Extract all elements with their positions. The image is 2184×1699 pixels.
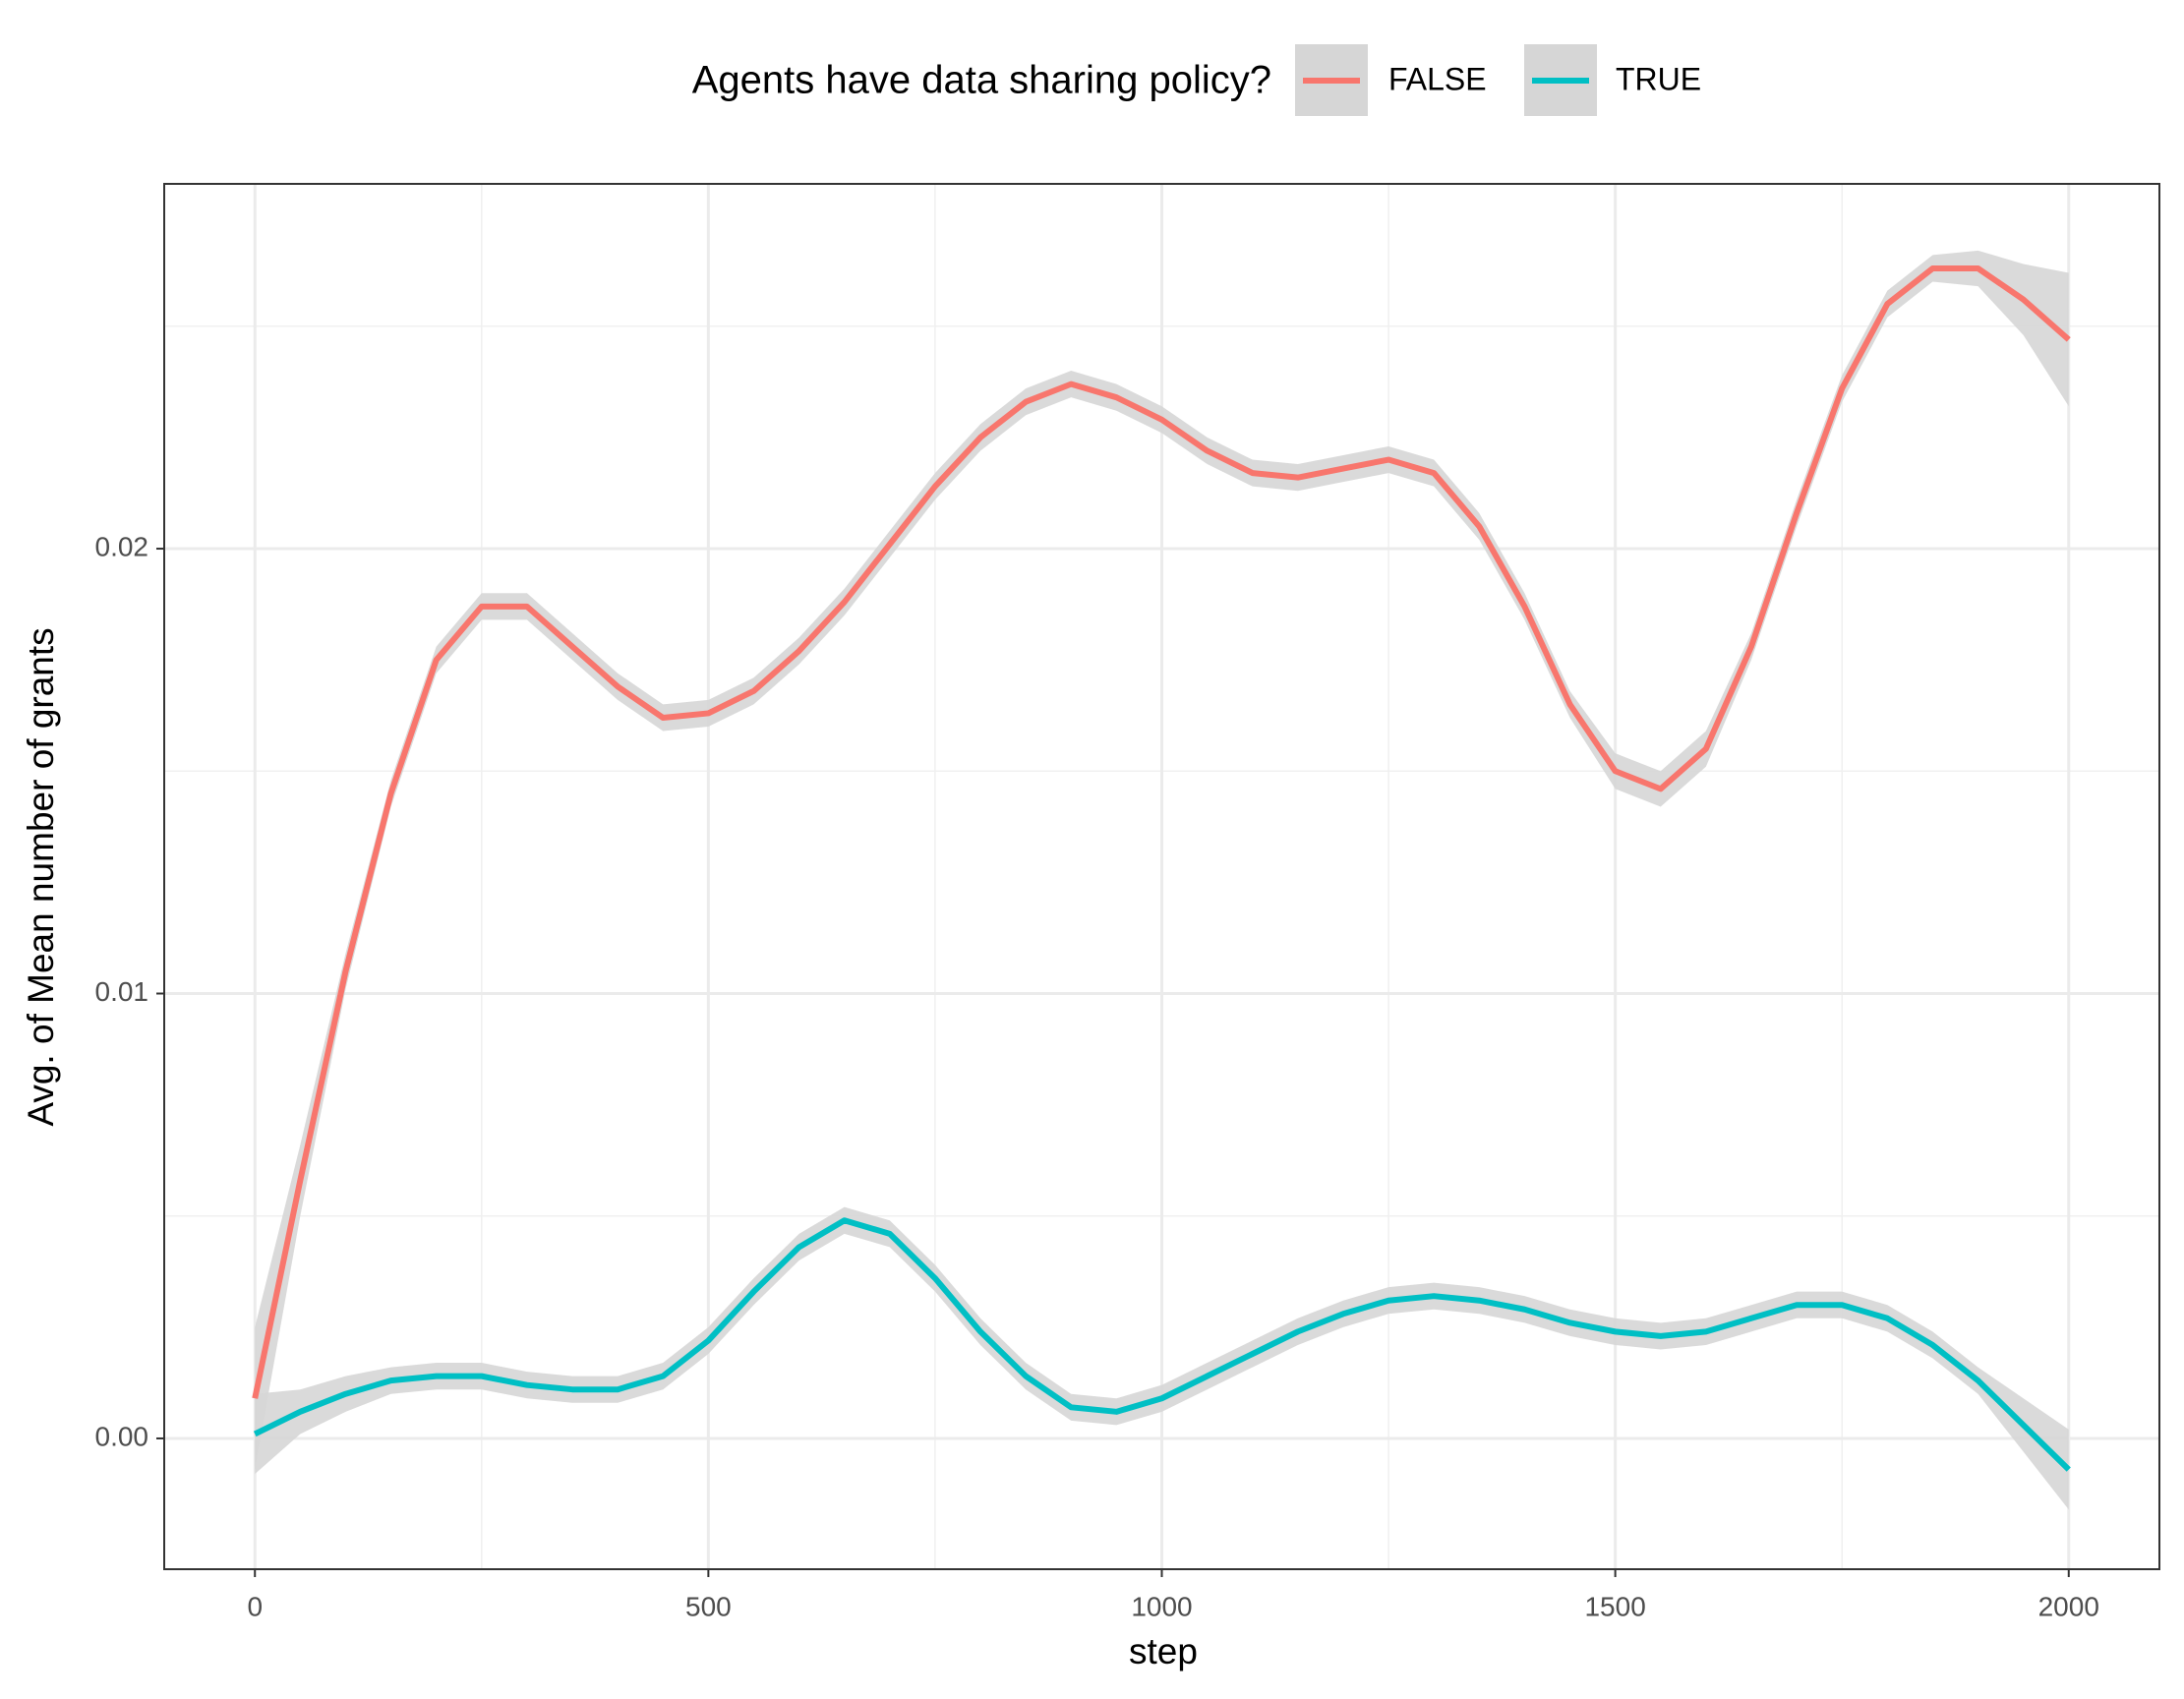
x-axis-title: step: [1129, 1631, 1198, 1671]
line: [252, 264, 2071, 1399]
x-tick-label: 500: [685, 1591, 732, 1621]
x-tick-label: 2000: [2038, 1591, 2099, 1621]
y-axis-title: Avg. of Mean number of grants: [21, 627, 61, 1126]
line: [253, 1217, 2071, 1472]
y-tick-label: 0.01: [95, 976, 149, 1007]
y-tick-label: 0.02: [95, 531, 149, 561]
y-tick-label: 0.00: [95, 1421, 149, 1451]
legend-title: Agents have data sharing policy?: [692, 59, 1271, 102]
legend-label: FALSE: [1388, 61, 1487, 96]
x-tick-label: 1000: [1131, 1591, 1192, 1621]
panel-border: [163, 183, 2160, 1570]
x-tick-label: 1500: [1584, 1591, 1645, 1621]
x-tick-label: 0: [247, 1591, 263, 1621]
legend-label: TRUE: [1616, 61, 1701, 96]
